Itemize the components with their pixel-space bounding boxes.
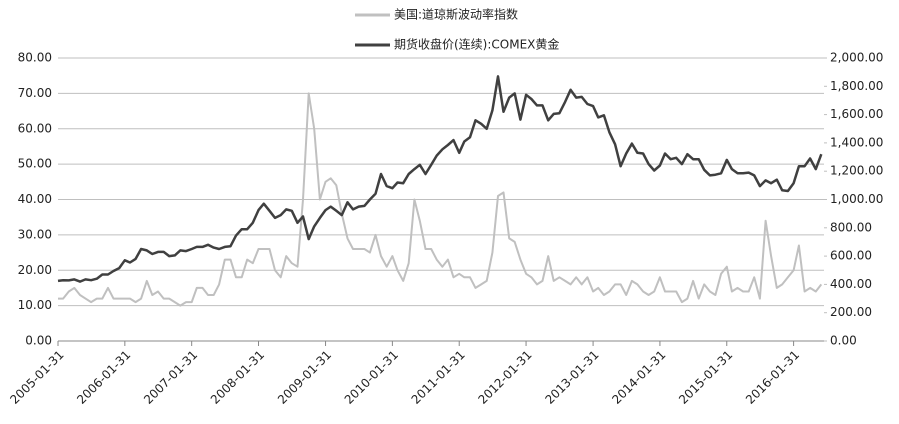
legend-label: 期货收盘价(连续):COMEX黄金 <box>394 37 559 52</box>
legend-label: 美国:道琼斯波动率指数 <box>394 7 518 22</box>
y2-tick-label: 800.00 <box>830 220 872 234</box>
y-tick-label: 70.00 <box>18 86 52 100</box>
y-tick-label: 80.00 <box>18 51 52 65</box>
x-tick-label: 2014-01-31 <box>609 348 668 407</box>
y2-tick-label: 200.00 <box>830 305 872 319</box>
y2-tick-label: 2,000.00 <box>830 51 883 65</box>
x-tick-label: 2007-01-31 <box>141 348 200 407</box>
y-tick-label: 60.00 <box>18 121 52 135</box>
y-tick-label: 30.00 <box>18 227 52 241</box>
x-tick-label: 2009-01-31 <box>275 348 334 407</box>
y2-tick-label: 1,800.00 <box>830 79 883 93</box>
x-tick-label: 2013-01-31 <box>542 348 601 407</box>
x-tick-label: 2006-01-31 <box>74 348 133 407</box>
y-tick-label: 50.00 <box>18 157 52 171</box>
y2-tick-label: 0.00 <box>830 334 857 348</box>
x-tick-label: 2016-01-31 <box>743 348 802 407</box>
y2-tick-label: 600.00 <box>830 249 872 263</box>
y2-tick-label: 1,600.00 <box>830 107 883 121</box>
y-tick-label: 40.00 <box>18 192 52 206</box>
x-tick-label: 2015-01-31 <box>676 348 735 407</box>
y2-tick-label: 1,000.00 <box>830 192 883 206</box>
y2-tick-label: 1,400.00 <box>830 135 883 149</box>
y2-tick-label: 400.00 <box>830 277 872 291</box>
y-tick-label: 10.00 <box>18 298 52 312</box>
x-tick-label: 2012-01-31 <box>475 348 534 407</box>
x-tick-label: 2008-01-31 <box>208 348 267 407</box>
x-tick-label: 2010-01-31 <box>342 348 401 407</box>
series-line <box>58 92 823 307</box>
y-tick-label: 0.00 <box>25 334 52 348</box>
x-tick-label: 2011-01-31 <box>409 348 468 407</box>
y2-tick-label: 1,200.00 <box>830 164 883 178</box>
x-tick-label: 2005-01-31 <box>7 348 66 407</box>
y-tick-label: 20.00 <box>18 263 52 277</box>
series-line <box>57 75 823 283</box>
